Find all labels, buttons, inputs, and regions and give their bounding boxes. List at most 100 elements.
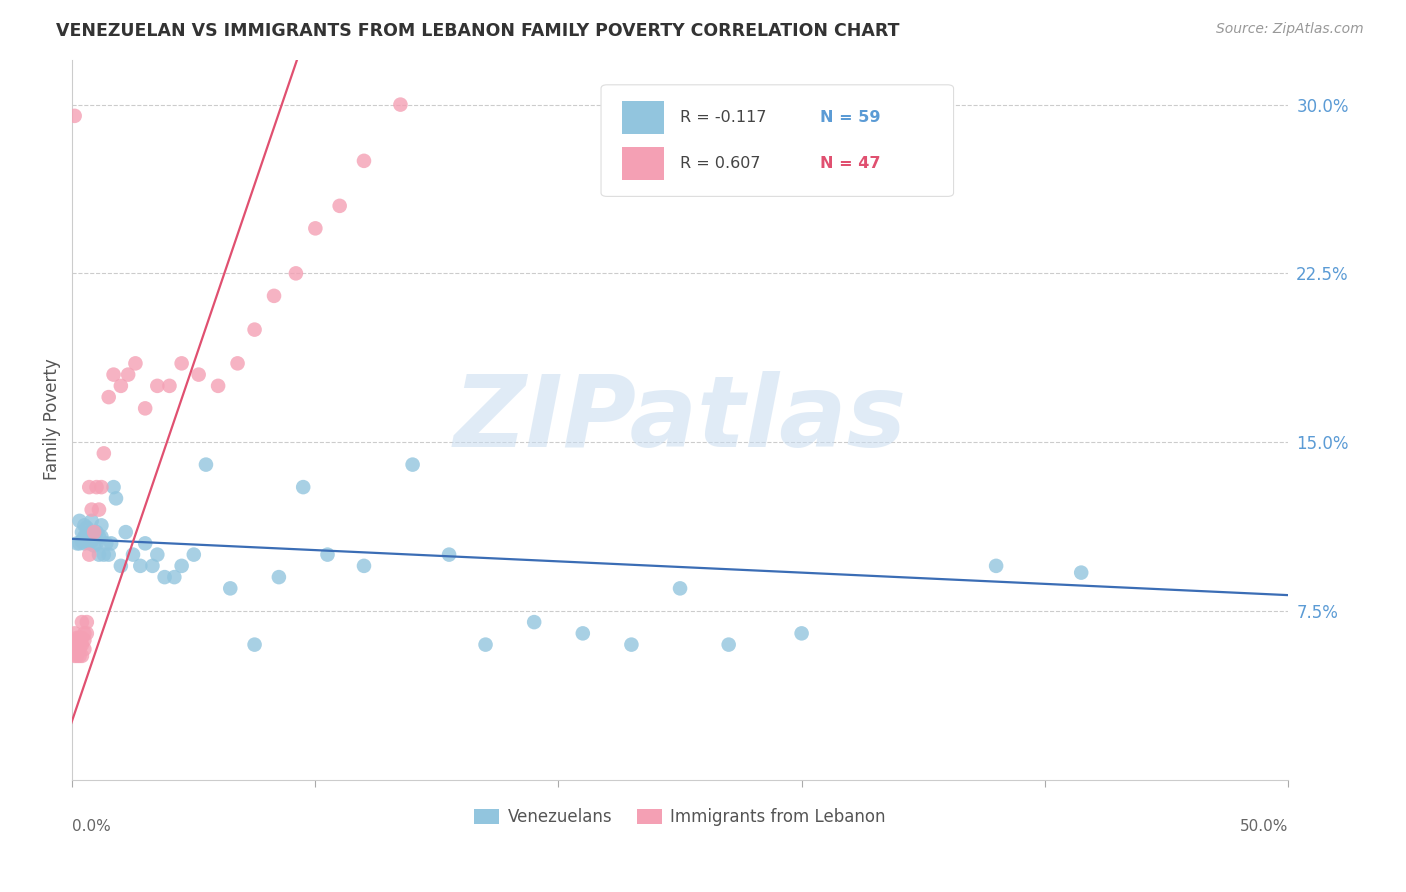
Point: [292, 480, 315, 494]
Point: [69, 642, 91, 657]
Point: [226, 356, 249, 370]
Point: [117, 368, 139, 382]
Point: [63, 638, 86, 652]
Point: [70, 534, 93, 549]
Point: [523, 615, 546, 629]
Point: [76, 534, 98, 549]
Point: [76, 626, 98, 640]
Point: [100, 536, 122, 550]
Point: [69, 631, 91, 645]
Point: [66, 648, 89, 663]
Text: VENEZUELAN VS IMMIGRANTS FROM LEBANON FAMILY POVERTY CORRELATION CHART: VENEZUELAN VS IMMIGRANTS FROM LEBANON FA…: [56, 22, 900, 40]
Text: N = 47: N = 47: [820, 156, 880, 171]
Point: [83, 530, 105, 544]
Point: [122, 548, 145, 562]
Point: [129, 558, 152, 573]
Point: [389, 97, 412, 112]
Point: [83, 525, 105, 540]
Point: [73, 626, 96, 640]
Point: [73, 536, 96, 550]
Point: [90, 530, 112, 544]
Point: [1070, 566, 1092, 580]
Point: [86, 525, 108, 540]
Point: [243, 323, 266, 337]
Legend: Venezuelans, Immigrants from Lebanon: Venezuelans, Immigrants from Lebanon: [467, 801, 893, 832]
Point: [984, 558, 1007, 573]
Point: [73, 633, 96, 648]
Point: [76, 527, 98, 541]
Point: [159, 379, 181, 393]
Point: [790, 626, 813, 640]
Point: [63, 109, 86, 123]
Point: [93, 548, 115, 562]
Point: [669, 582, 692, 596]
Point: [73, 530, 96, 544]
Point: [70, 631, 93, 645]
Y-axis label: Family Poverty: Family Poverty: [44, 359, 60, 481]
Point: [110, 379, 132, 393]
Point: [717, 638, 740, 652]
Point: [353, 558, 375, 573]
Point: [170, 356, 193, 370]
Point: [69, 648, 91, 663]
Point: [80, 525, 103, 540]
Point: [401, 458, 423, 472]
Point: [70, 525, 93, 540]
Point: [170, 558, 193, 573]
Point: [66, 631, 89, 645]
Point: [114, 525, 136, 540]
Point: [207, 379, 229, 393]
Point: [63, 626, 86, 640]
Point: [77, 480, 100, 494]
Point: [97, 548, 120, 562]
Point: [304, 221, 326, 235]
Point: [474, 638, 496, 652]
Point: [219, 582, 242, 596]
Bar: [621, 101, 664, 135]
Point: [163, 570, 186, 584]
Point: [80, 534, 103, 549]
Point: [267, 570, 290, 584]
Point: [97, 390, 120, 404]
Point: [93, 446, 115, 460]
Point: [69, 536, 91, 550]
Point: [66, 536, 89, 550]
Point: [103, 480, 125, 494]
Text: ZIPatlas: ZIPatlas: [454, 371, 907, 468]
Point: [86, 536, 108, 550]
Point: [134, 401, 156, 416]
Point: [70, 648, 93, 663]
Point: [110, 558, 132, 573]
Point: [76, 615, 98, 629]
Point: [80, 502, 103, 516]
Point: [76, 520, 98, 534]
Point: [66, 638, 89, 652]
Point: [141, 558, 163, 573]
Point: [243, 638, 266, 652]
Point: [437, 548, 460, 562]
Point: [153, 570, 176, 584]
Point: [620, 638, 643, 652]
Text: Source: ZipAtlas.com: Source: ZipAtlas.com: [1216, 22, 1364, 37]
Text: 0.0%: 0.0%: [72, 819, 111, 834]
Point: [183, 548, 205, 562]
Text: R = -0.117: R = -0.117: [681, 110, 766, 125]
Point: [69, 514, 91, 528]
Point: [90, 480, 112, 494]
Point: [87, 530, 110, 544]
Point: [103, 368, 125, 382]
Point: [353, 153, 375, 168]
Point: [104, 491, 127, 506]
Text: R = 0.607: R = 0.607: [681, 156, 761, 171]
Point: [146, 548, 169, 562]
Point: [70, 638, 93, 652]
Point: [73, 518, 96, 533]
Point: [77, 548, 100, 562]
Point: [77, 536, 100, 550]
Text: 50.0%: 50.0%: [1240, 819, 1288, 834]
FancyBboxPatch shape: [600, 85, 953, 196]
Point: [134, 536, 156, 550]
Point: [66, 642, 89, 657]
Point: [146, 379, 169, 393]
Point: [284, 266, 307, 280]
